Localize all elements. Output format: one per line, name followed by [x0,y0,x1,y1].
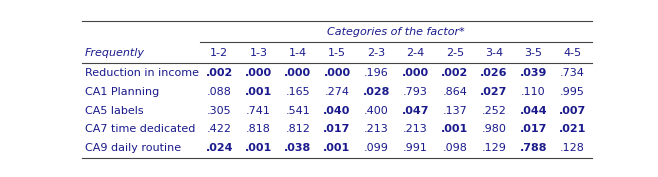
Text: .137: .137 [442,105,467,116]
Text: .000: .000 [284,68,311,78]
Text: .021: .021 [559,124,586,134]
Text: .213: .213 [364,124,389,134]
Text: .039: .039 [520,68,547,78]
Text: .002: .002 [205,68,233,78]
Text: .028: .028 [363,87,390,97]
Text: .001: .001 [323,143,351,153]
Text: .129: .129 [482,143,507,153]
Text: 1-2: 1-2 [210,48,228,58]
Text: .024: .024 [205,143,233,153]
Text: .812: .812 [286,124,310,134]
Text: .110: .110 [521,87,545,97]
Text: .128: .128 [560,143,585,153]
Text: .044: .044 [519,105,547,116]
Text: CA5 labels: CA5 labels [85,105,143,116]
Text: .027: .027 [480,87,508,97]
Text: Categories of the factor*: Categories of the factor* [327,27,465,37]
Text: .305: .305 [207,105,232,116]
Text: .017: .017 [323,124,351,134]
Text: .400: .400 [364,105,389,116]
Text: .541: .541 [286,105,310,116]
Text: 1-3: 1-3 [249,48,267,58]
Text: .788: .788 [520,143,547,153]
Text: .000: .000 [324,68,351,78]
Text: Frequently: Frequently [85,48,145,58]
Text: .040: .040 [323,105,351,116]
Text: .274: .274 [324,87,349,97]
Text: .196: .196 [364,68,389,78]
Text: .026: .026 [480,68,508,78]
Text: 2-5: 2-5 [445,48,464,58]
Text: .793: .793 [403,87,428,97]
Text: 1-5: 1-5 [328,48,346,58]
Text: .007: .007 [559,105,586,116]
Text: Reduction in income: Reduction in income [85,68,199,78]
Text: 4-5: 4-5 [563,48,582,58]
Text: .734: .734 [560,68,585,78]
Text: .980: .980 [482,124,507,134]
Text: .213: .213 [403,124,428,134]
Text: 3-5: 3-5 [524,48,542,58]
Text: .002: .002 [441,68,468,78]
Text: .017: .017 [520,124,547,134]
Text: .252: .252 [482,105,507,116]
Text: CA9 daily routine: CA9 daily routine [85,143,181,153]
Text: 2-3: 2-3 [367,48,386,58]
Text: 3-4: 3-4 [485,48,503,58]
Text: .000: .000 [245,68,272,78]
Text: .038: .038 [284,143,311,153]
Text: .001: .001 [245,87,272,97]
Text: .995: .995 [560,87,585,97]
Text: CA7 time dedicated: CA7 time dedicated [85,124,195,134]
Text: .099: .099 [364,143,389,153]
Text: .088: .088 [207,87,232,97]
Text: .991: .991 [403,143,428,153]
Text: .047: .047 [402,105,429,116]
Text: .741: .741 [246,105,271,116]
Text: .000: .000 [402,68,429,78]
Text: .098: .098 [442,143,467,153]
Text: 1-4: 1-4 [289,48,307,58]
Text: CA1 Planning: CA1 Planning [85,87,159,97]
Text: .818: .818 [246,124,271,134]
Text: .165: .165 [286,87,310,97]
Text: .864: .864 [442,87,467,97]
Text: .001: .001 [245,143,272,153]
Text: 2-4: 2-4 [407,48,424,58]
Text: .001: .001 [441,124,468,134]
Text: .422: .422 [207,124,232,134]
